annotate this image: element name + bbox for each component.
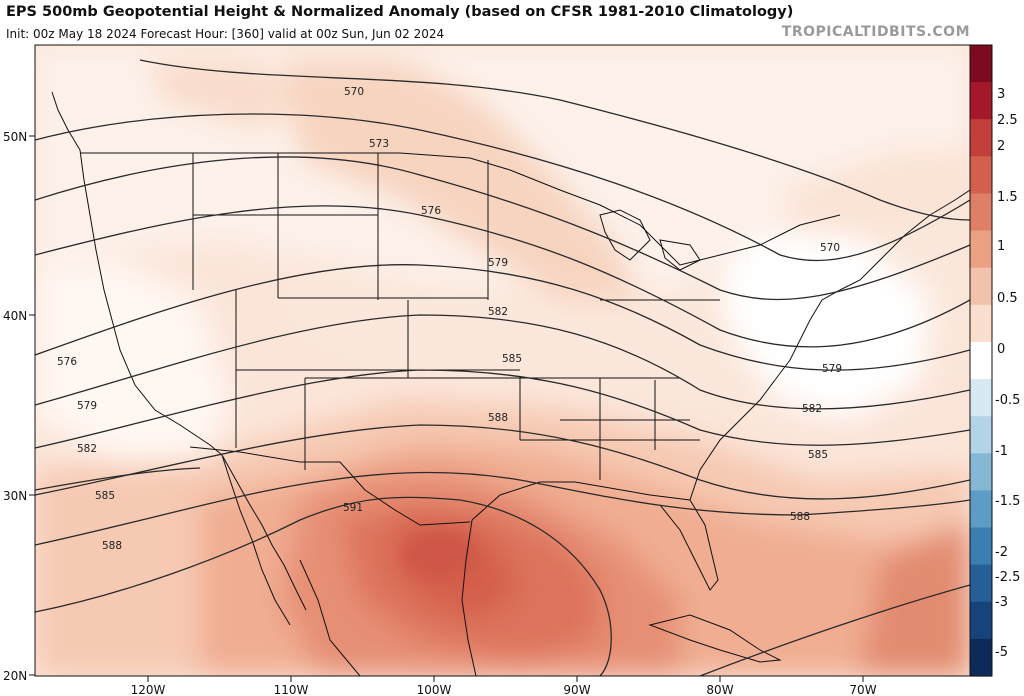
anomaly-shading bbox=[35, 45, 970, 676]
mexico-gulf-coast bbox=[461, 519, 477, 676]
contour-label: 591 bbox=[343, 502, 363, 514]
contour-label: 588 bbox=[102, 540, 122, 552]
colorbar-label: -0.5 bbox=[995, 393, 1020, 408]
lon-label-70w: 70W bbox=[849, 683, 876, 696]
state-lines-vertical bbox=[192, 153, 656, 480]
colorbar-label: 0 bbox=[997, 342, 1005, 357]
lat-label-20n: 20N bbox=[3, 669, 27, 683]
lon-label-120w: 120W bbox=[131, 683, 166, 696]
great-lakes bbox=[599, 209, 701, 271]
colorbar-swatch bbox=[970, 490, 992, 529]
chart-title: EPS 500mb Geopotential Height & Normaliz… bbox=[6, 4, 794, 20]
colorbar-swatch bbox=[970, 267, 992, 306]
contour-label: 576 bbox=[421, 205, 441, 217]
colorbar-swatch bbox=[970, 45, 992, 83]
lat-label-40n: 40N bbox=[3, 309, 27, 323]
colorbar-frame bbox=[969, 44, 993, 677]
colorbar-label: -1 bbox=[995, 444, 1008, 459]
contour-label: 570 bbox=[344, 86, 364, 98]
contour-label: 588 bbox=[790, 511, 810, 523]
coastline-west bbox=[51, 91, 291, 626]
colorbar-label: 1.5 bbox=[997, 190, 1018, 205]
colorbar-label: 2 bbox=[997, 139, 1005, 154]
site-watermark: TROPICALTIDBITS.COM bbox=[781, 24, 970, 40]
colorbar-swatch bbox=[970, 564, 992, 603]
contour-label: 579 bbox=[488, 257, 508, 269]
contour-label: 582 bbox=[802, 403, 822, 415]
colorbar-swatch bbox=[970, 453, 992, 492]
colorbar-label: -5 bbox=[995, 645, 1008, 660]
colorbar-label: -2.5 bbox=[995, 570, 1020, 585]
colorbar-label: 2.5 bbox=[997, 113, 1018, 128]
lon-label-90w: 90W bbox=[563, 683, 590, 696]
lat-label-50n: 50N bbox=[3, 130, 27, 144]
forecast-info: Init: 00z May 18 2024 Forecast Hour: [36… bbox=[6, 27, 445, 41]
colorbar-swatch bbox=[970, 304, 992, 343]
colorbar-swatch bbox=[970, 601, 992, 640]
colorbar-swatch bbox=[970, 156, 992, 195]
colorbar-swatch bbox=[970, 379, 992, 417]
contour-label: 579 bbox=[822, 363, 842, 375]
baja-coast bbox=[221, 454, 307, 611]
lon-label-110w: 110W bbox=[274, 683, 309, 696]
contour-label: 579 bbox=[77, 400, 97, 412]
lat-label-30n: 30N bbox=[3, 489, 27, 503]
lon-label-100w: 100W bbox=[417, 683, 452, 696]
colorbar-label: 0.5 bbox=[997, 291, 1018, 306]
colorbar-label: 3 bbox=[997, 87, 1005, 102]
coastline-gulf bbox=[299, 559, 361, 676]
contour-label: 570 bbox=[820, 242, 840, 254]
contour-label: 588 bbox=[488, 412, 508, 424]
height-contours bbox=[35, 59, 970, 676]
contour-label: 585 bbox=[95, 490, 115, 502]
colorbar-label: -1.5 bbox=[995, 494, 1020, 509]
lon-label-80w: 80W bbox=[706, 683, 733, 696]
colorbar-swatch bbox=[970, 230, 992, 269]
colorbar-swatch bbox=[970, 638, 992, 677]
contour-label: 585 bbox=[502, 353, 522, 365]
colorbar-swatch bbox=[970, 82, 992, 120]
contour-label: 585 bbox=[808, 449, 828, 461]
east-coast bbox=[689, 189, 970, 501]
colorbar-swatch bbox=[970, 119, 992, 157]
us-canada-border bbox=[80, 152, 841, 266]
latitude-axis bbox=[29, 135, 35, 676]
state-lines-horizontal bbox=[193, 214, 720, 441]
colorbar-label: -2 bbox=[995, 545, 1008, 560]
colorbar-swatch bbox=[970, 341, 992, 380]
contour-labels: 570 573 576 579 582 585 588 591 570 579 … bbox=[57, 86, 842, 552]
gulf-coast-us bbox=[471, 481, 719, 591]
colorbar-swatch bbox=[970, 527, 992, 566]
colorbar-swatch bbox=[970, 193, 992, 232]
contour-label: 582 bbox=[488, 306, 508, 318]
colorbar-labels: 3 2.5 2 1.5 1 0.5 0 -0.5 -1 -1.5 -2 -2.5… bbox=[995, 87, 1020, 660]
colorbar-swatch bbox=[970, 416, 992, 454]
map-borders bbox=[51, 91, 970, 676]
longitude-axis bbox=[147, 676, 864, 682]
cuba bbox=[648, 614, 782, 663]
us-mexico-border bbox=[189, 446, 471, 526]
colorbar-label: -3 bbox=[995, 595, 1008, 610]
contour-label: 573 bbox=[369, 138, 389, 150]
colorbar-label: 1 bbox=[997, 239, 1005, 254]
colorbar bbox=[970, 45, 992, 677]
contour-label: 582 bbox=[77, 443, 97, 455]
contour-label: 576 bbox=[57, 356, 77, 368]
